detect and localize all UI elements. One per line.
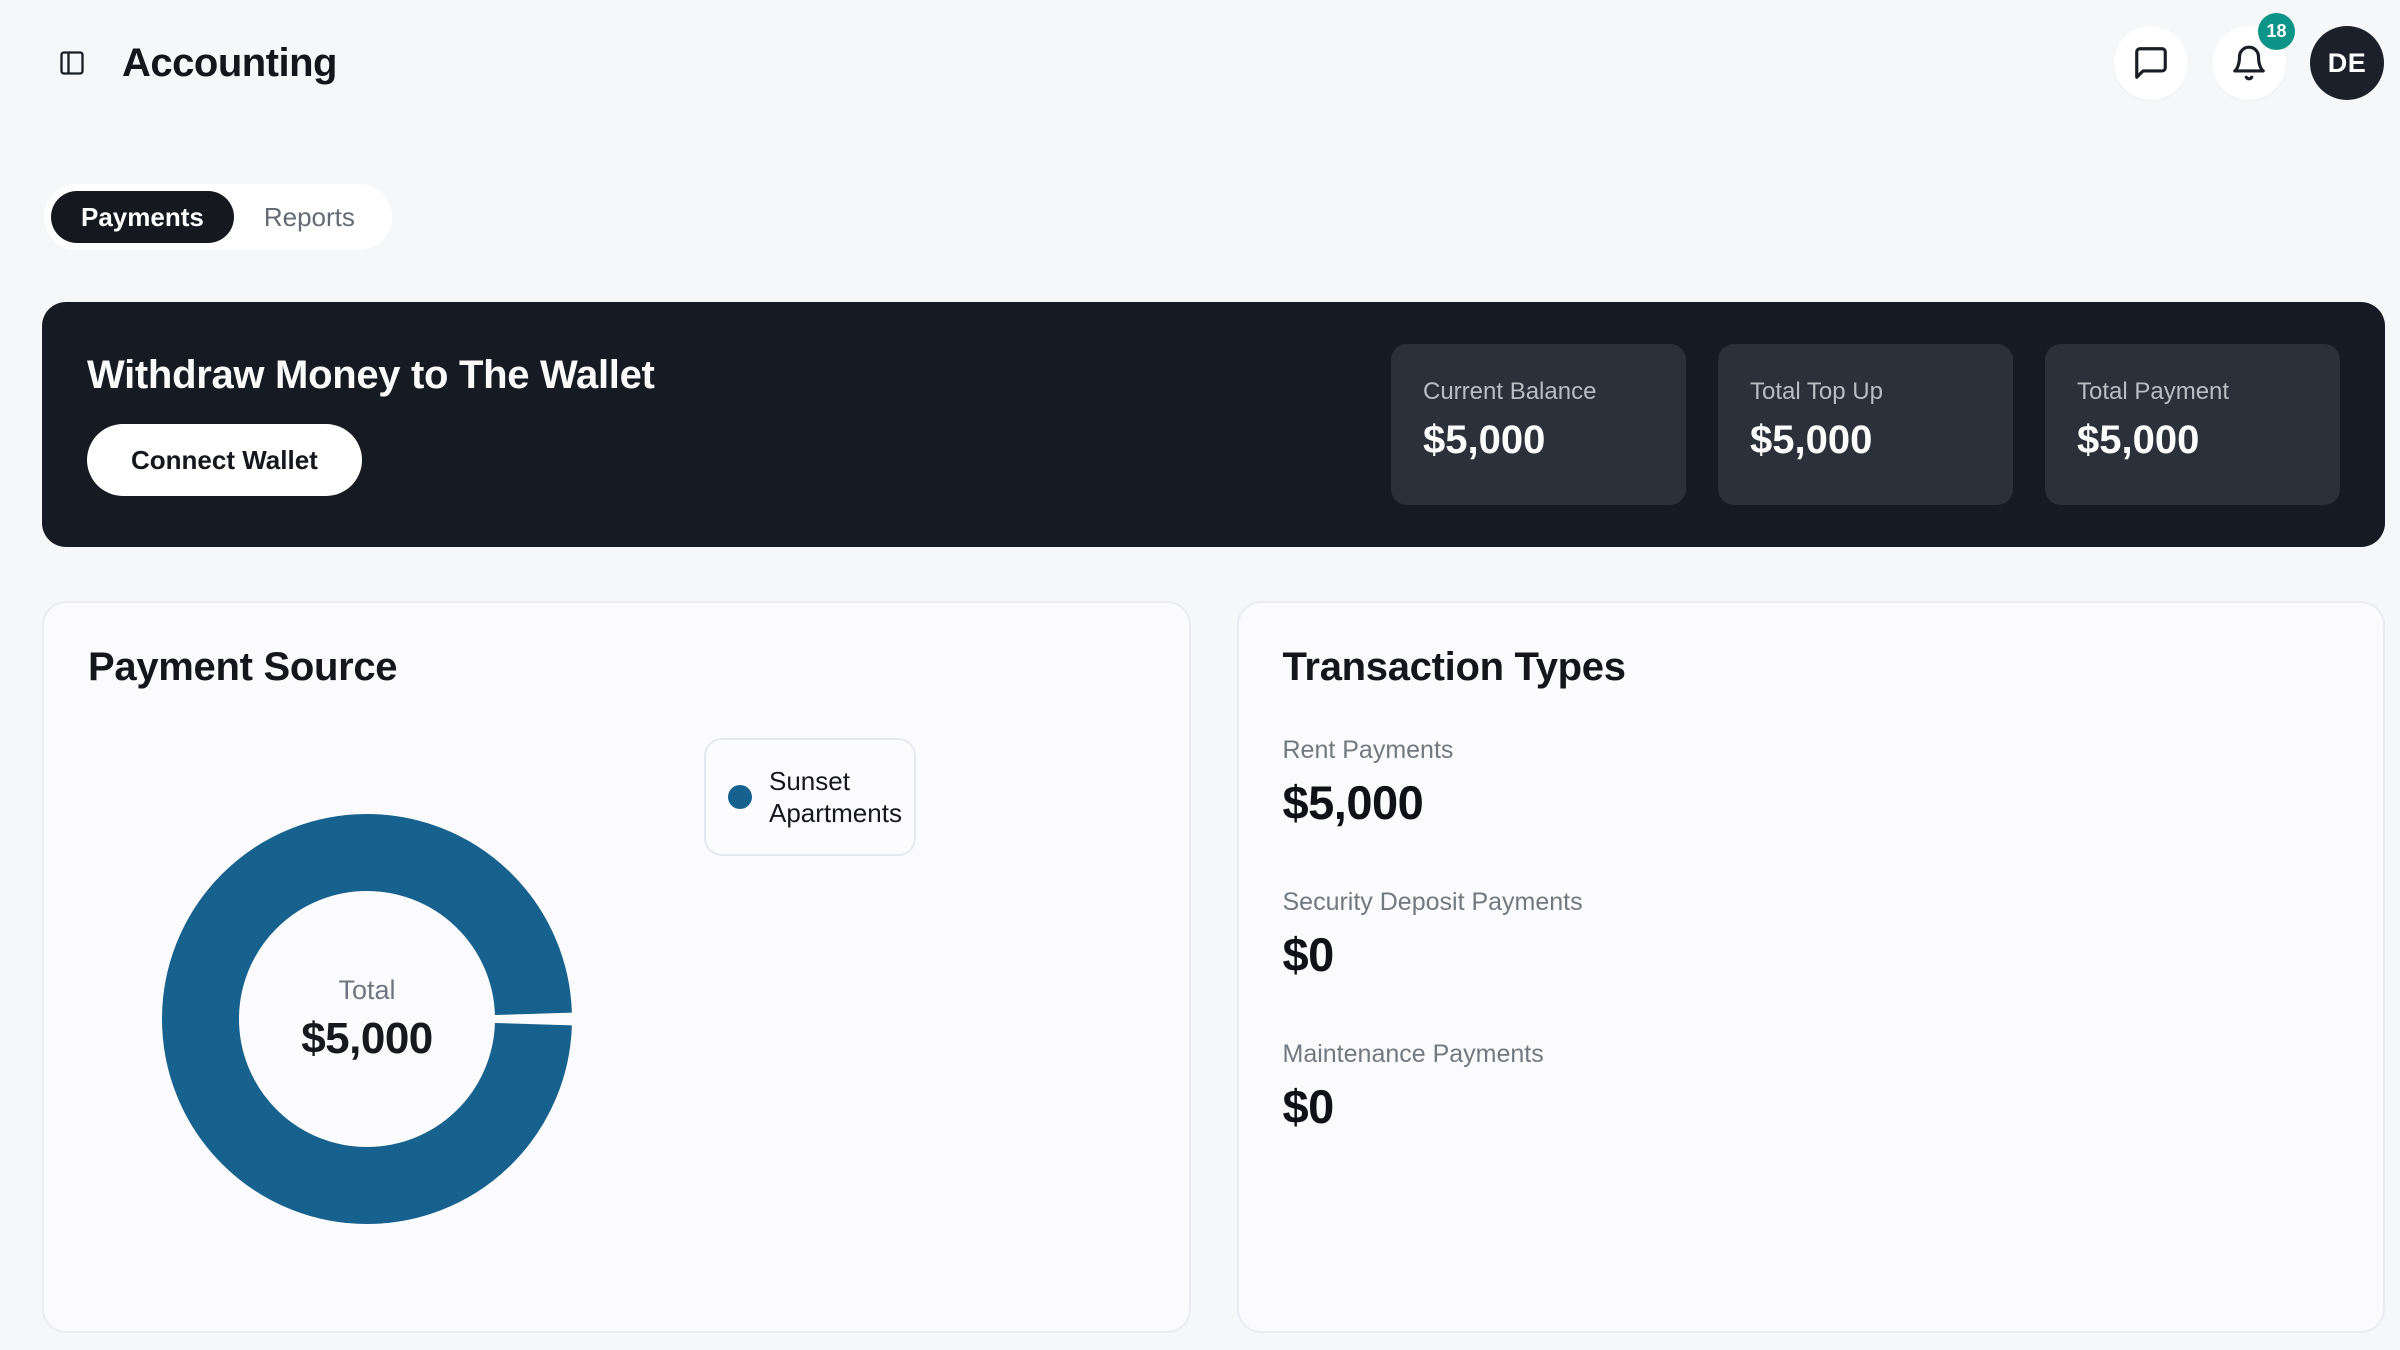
list-item: Rent Payments $5,000 [1283,736,2340,830]
transaction-types-card: Transaction Types Rent Payments $5,000 S… [1236,601,2385,1333]
transaction-type-label: Rent Payments [1282,736,1454,764]
transaction-type-value: $5,000 [1282,776,1424,829]
bell-icon [2230,44,2268,82]
content-cards: Payment Source Total $5,000 Sunset Apart… [42,601,2385,1333]
donut-total-value: $5,000 [301,1013,433,1063]
legend-dot [728,785,752,809]
transaction-type-value: $0 [1282,928,1335,981]
sidebar-toggle-button[interactable] [50,41,94,85]
notification-badge: 18 [2258,13,2295,50]
donut-segment-sunset-apartments [162,814,572,1224]
wallet-banner: Withdraw Money to The Wallet Connect Wal… [42,302,2385,547]
chart-legend: Sunset Apartments [704,738,916,856]
stat-label: Current Balance [1423,378,1597,405]
transaction-type-label: Maintenance Payments [1282,1040,1544,1068]
chat-bubble-icon [2132,44,2170,82]
legend-label: Sunset Apartments [769,765,902,829]
donut-center: Total $5,000 [162,814,572,1224]
connect-wallet-button[interactable]: Connect Wallet [87,424,362,496]
page-title: Accounting [122,40,337,85]
tab-group: Payments Reports [44,184,392,250]
avatar[interactable]: DE [2310,26,2384,100]
stat-value: $5,000 [1423,418,1546,462]
stat-total-payment: Total Payment $5,000 [2045,344,2340,505]
wallet-banner-left: Withdraw Money to The Wallet Connect Wal… [87,353,655,496]
donut-ring [162,814,572,1224]
header-actions: 18 DE [2114,13,2384,100]
donut-total-label: Total [338,974,396,1005]
tab-payments[interactable]: Payments [51,191,234,243]
wallet-banner-title: Withdraw Money to The Wallet [87,353,655,397]
payment-source-title: Payment Source [88,645,398,689]
stat-current-balance: Current Balance $5,000 [1391,344,1686,505]
transaction-type-value: $0 [1282,1080,1335,1133]
stat-value: $5,000 [2077,418,2200,462]
transaction-type-label: Security Deposit Payments [1282,888,1583,916]
stat-label: Total Top Up [1750,378,1883,405]
stat-total-top-up: Total Top Up $5,000 [1718,344,2013,505]
wallet-stats: Current Balance $5,000 Total Top Up $5,0… [1391,344,2340,505]
payment-source-card: Payment Source Total $5,000 Sunset Apart… [42,601,1191,1333]
transaction-types-list: Rent Payments $5,000 Security Deposit Pa… [1283,736,2340,1134]
stat-value: $5,000 [1750,418,1873,462]
tab-reports[interactable]: Reports [234,191,385,243]
transaction-types-title: Transaction Types [1282,645,1626,689]
header: Accounting 18 DE [0,0,2400,126]
tabs-row: Payments Reports [44,184,2400,250]
notifications-button[interactable]: 18 [2212,13,2295,100]
stat-label: Total Payment [2077,378,2230,405]
payment-source-donut-chart: Total $5,000 [162,814,572,1224]
list-item: Maintenance Payments $0 [1283,1040,2340,1134]
messages-button[interactable] [2114,26,2188,100]
panel-left-icon [58,49,86,77]
list-item: Security Deposit Payments $0 [1283,888,2340,982]
